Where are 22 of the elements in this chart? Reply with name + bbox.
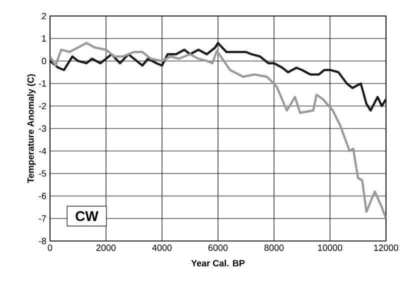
line-series: [50, 42, 386, 220]
x-tick-label: 2000: [96, 244, 116, 251]
x-tick-label: 6000: [208, 244, 228, 251]
annotation: CW: [76, 211, 98, 222]
y-tick-label: 1: [42, 35, 46, 42]
y-tick-label: 0: [42, 58, 46, 64]
x-tick-label: 8000: [264, 244, 284, 251]
y-tick-label: -7: [38, 215, 46, 222]
y-tick-label: -8: [38, 238, 46, 244]
y-tick-label: -1: [38, 80, 46, 87]
y-tick-label: -6: [38, 192, 46, 200]
y-tick-label: -2: [38, 102, 46, 110]
y-tick-label: -4: [38, 148, 46, 154]
y-tick-label: -5: [38, 170, 46, 177]
x-tick-label: 12000: [374, 244, 398, 251]
y-tick-label: -3: [38, 125, 46, 132]
x-tick-label: 0: [48, 244, 52, 251]
x-tick-label: 10000: [318, 244, 342, 251]
y-tick-label: 2: [42, 12, 46, 20]
x-tick-label: 4000: [152, 244, 172, 251]
x-axis-title: Year Cal. BP: [191, 260, 245, 266]
y-axis-title: Temperature Anomaly (C): [27, 74, 36, 184]
